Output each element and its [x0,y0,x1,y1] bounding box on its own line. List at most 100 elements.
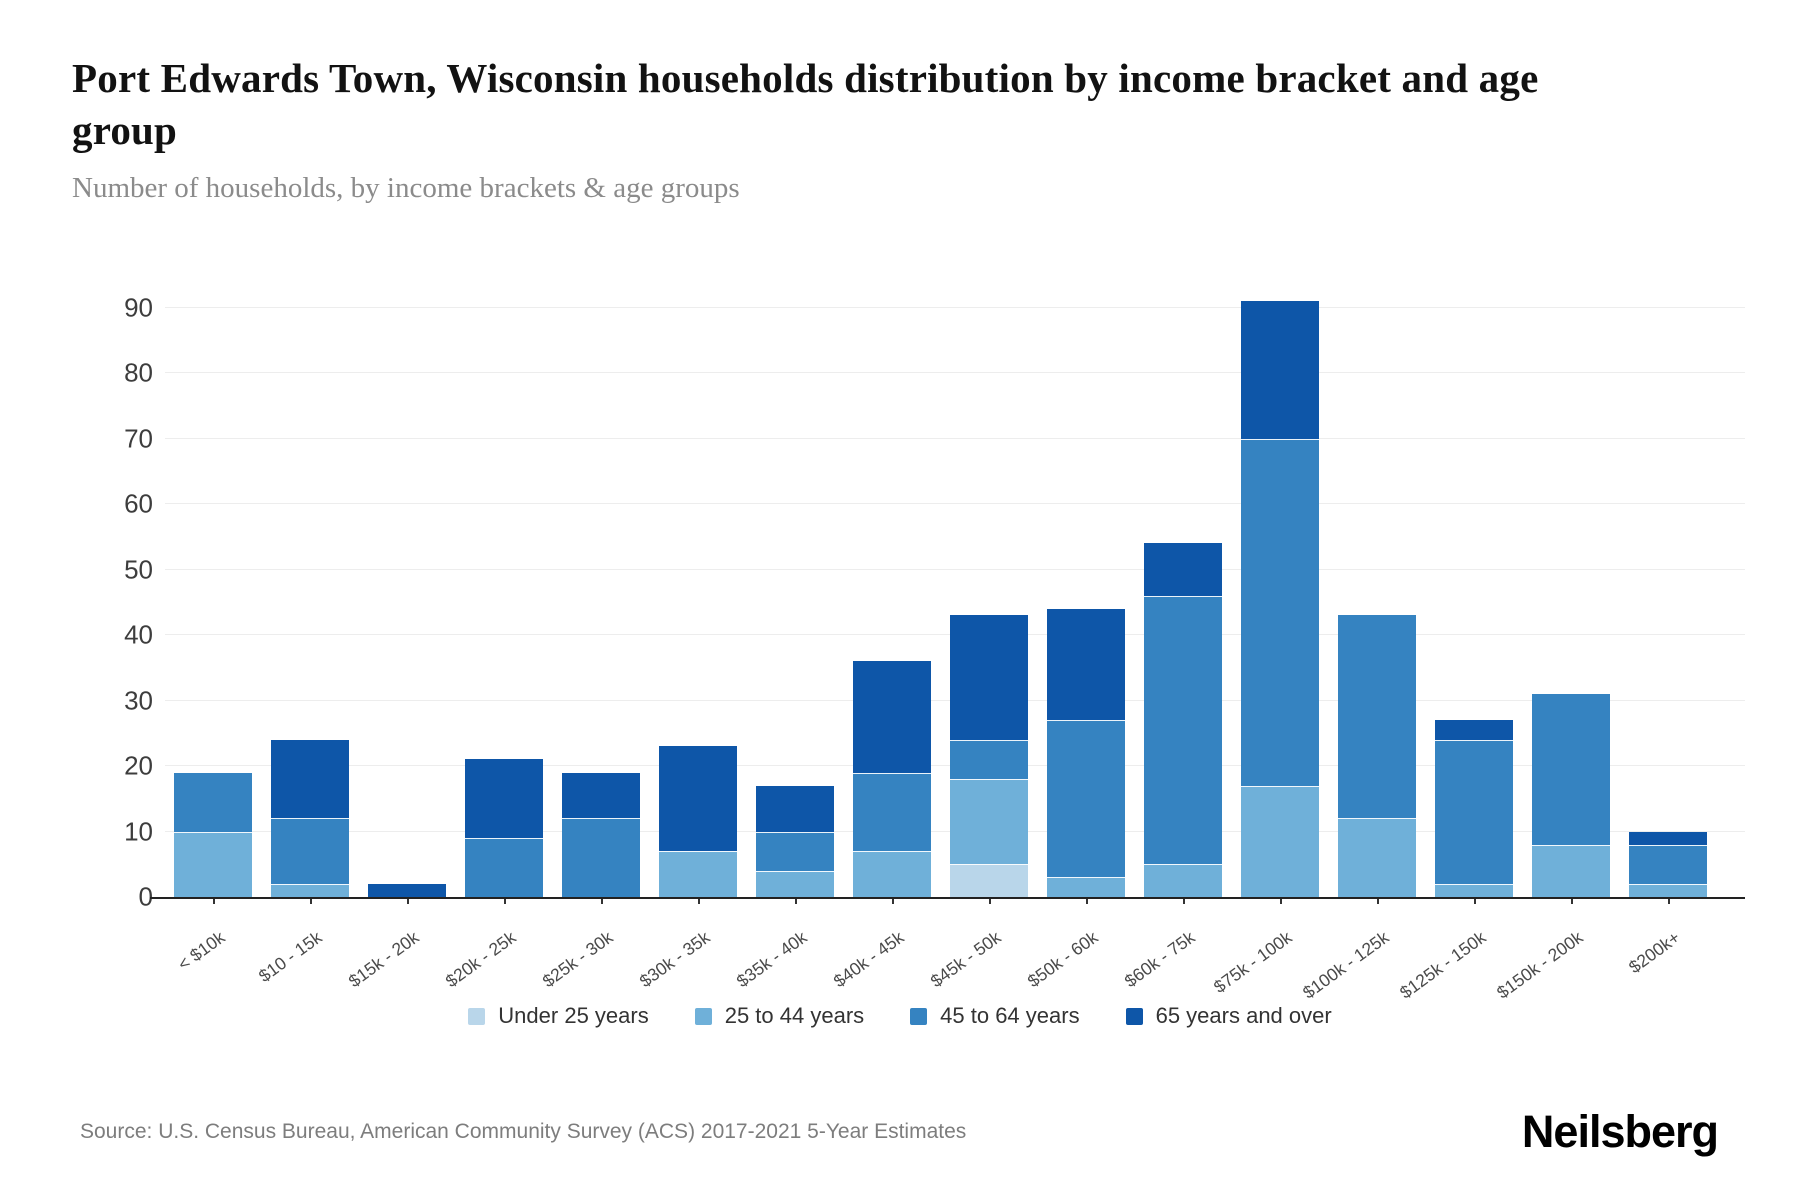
bar-$60k - 75k[interactable] [1144,301,1222,904]
segment-25 to 44 years[interactable] [1629,883,1707,897]
segment-25 to 44 years[interactable] [1047,877,1125,897]
segment-65 years and over[interactable] [562,772,640,819]
bar-$50k - 60k[interactable] [1047,301,1125,904]
segment-25 to 44 years[interactable] [174,831,252,897]
legend-item-25 to 44 years[interactable]: 25 to 44 years [694,1003,865,1029]
x-tick-label-$150k - 200k: $150k - 200k [1492,927,1587,1003]
segment-25 to 44 years[interactable] [1241,785,1319,897]
x-tick [601,899,603,904]
bar-$15k - 20k[interactable] [368,301,446,904]
segment-25 to 44 years[interactable] [1532,844,1610,897]
y-tick-label-0: 0 [138,881,153,912]
x-tick-label-$10 - 15k: $10 - 15k [254,927,326,987]
segment-45 to 64 years[interactable] [853,772,931,852]
segment-65 years and over[interactable] [368,883,446,897]
segment-65 years and over[interactable] [1629,831,1707,845]
segment-65 years and over[interactable] [756,785,834,832]
segment-25 to 44 years[interactable] [853,851,931,897]
x-axis-line [150,897,1745,899]
segment-25 to 44 years[interactable] [659,851,737,897]
segment-25 to 44 years[interactable] [1338,818,1416,897]
x-tick [504,899,506,904]
x-tick-label-$40k - 45k: $40k - 45k [829,927,908,992]
x-tick [213,899,215,904]
segment-65 years and over[interactable] [1144,543,1222,596]
segment-45 to 64 years[interactable] [465,838,543,897]
segment-45 to 64 years[interactable] [174,772,252,832]
bars-container [174,301,1707,904]
segment-65 years and over[interactable] [950,615,1028,740]
gridline-70 [165,437,1745,439]
legend-item-Under 25 years[interactable]: Under 25 years [468,1003,649,1029]
x-tick-label-$125k - 150k: $125k - 150k [1395,927,1490,1003]
legend: Under 25 years 25 to 44 years 45 to 64 yea… [0,1003,1800,1029]
segment-45 to 64 years[interactable] [1241,438,1319,786]
x-tick-label-$20k - 25k: $20k - 25k [441,927,520,992]
bar-$25k - 30k[interactable] [562,301,640,904]
x-tick [795,899,797,904]
bar-$40k - 45k[interactable] [853,301,931,904]
x-tick [698,899,700,904]
legend-swatch-icon [910,1007,928,1025]
segment-45 to 64 years[interactable] [756,831,834,871]
legend-item-45 to 64 years[interactable]: 45 to 64 years [910,1003,1080,1029]
legend-label: Under 25 years [498,1003,649,1028]
segment-25 to 44 years[interactable] [1144,864,1222,897]
segment-45 to 64 years[interactable] [1629,844,1707,884]
gridline-60 [165,503,1745,505]
segment-45 to 64 years[interactable] [271,818,349,884]
x-tick [892,899,894,904]
segment-65 years and over[interactable] [271,739,349,819]
x-tick-label-$15k - 20k: $15k - 20k [344,927,423,992]
gridline-90 [165,306,1745,308]
x-tick [1086,899,1088,904]
y-tick-label-90: 90 [124,292,153,323]
legend-label: 25 to 44 years [724,1003,865,1028]
bar-$20k - 25k[interactable] [465,301,543,904]
x-tick [1280,899,1282,904]
x-tick-label-$75k - 100k: $75k - 100k [1209,927,1296,997]
segment-45 to 64 years[interactable] [1338,615,1416,819]
bar-$125k - 150k[interactable] [1435,301,1513,904]
segment-25 to 44 years[interactable] [1435,883,1513,897]
gridline-50 [165,568,1745,570]
segment-45 to 64 years[interactable] [1047,720,1125,878]
segment-65 years and over[interactable] [659,746,737,852]
chart-subtitle: Number of households, by income brackets… [72,172,740,204]
x-tick [989,899,991,904]
y-tick-label-80: 80 [124,357,153,388]
segment-45 to 64 years[interactable] [950,739,1028,780]
legend-item-65 years and over[interactable]: 65 years and over [1125,1003,1332,1029]
chart-title: Port Edwards Town, Wisconsin households … [72,55,1539,154]
segment-25 to 44 years[interactable] [756,870,834,897]
bar-$35k - 40k[interactable] [756,301,834,904]
bar-$200k+[interactable] [1629,301,1707,904]
x-tick [1668,899,1670,904]
y-tick-label-20: 20 [124,750,153,781]
bar-< $10k[interactable] [174,301,252,904]
segment-65 years and over[interactable] [853,661,931,773]
x-tick-label-$100k - 125k: $100k - 125k [1298,927,1393,1003]
y-tick-label-50: 50 [124,554,153,585]
x-tick-label-$30k - 35k: $30k - 35k [635,927,714,992]
bar-$30k - 35k[interactable] [659,301,737,904]
segment-Under 25 years[interactable] [950,864,1028,897]
bar-$45k - 50k[interactable] [950,301,1028,904]
bar-$150k - 200k[interactable] [1532,301,1610,904]
bar-$100k - 125k[interactable] [1338,301,1416,904]
segment-65 years and over[interactable] [465,759,543,839]
segment-45 to 64 years[interactable] [562,818,640,897]
y-tick-label-30: 30 [124,685,153,716]
x-tick-label-$45k - 50k: $45k - 50k [926,927,1005,992]
x-tick [1183,899,1185,904]
bar-$10 - 15k[interactable] [271,301,349,904]
bar-$75k - 100k[interactable] [1241,301,1319,904]
segment-25 to 44 years[interactable] [950,779,1028,865]
segment-45 to 64 years[interactable] [1144,595,1222,865]
segment-65 years and over[interactable] [1241,301,1319,439]
segment-65 years and over[interactable] [1435,720,1513,740]
segment-65 years and over[interactable] [1047,608,1125,721]
segment-25 to 44 years[interactable] [271,883,349,897]
segment-45 to 64 years[interactable] [1532,693,1610,845]
segment-45 to 64 years[interactable] [1435,739,1513,884]
